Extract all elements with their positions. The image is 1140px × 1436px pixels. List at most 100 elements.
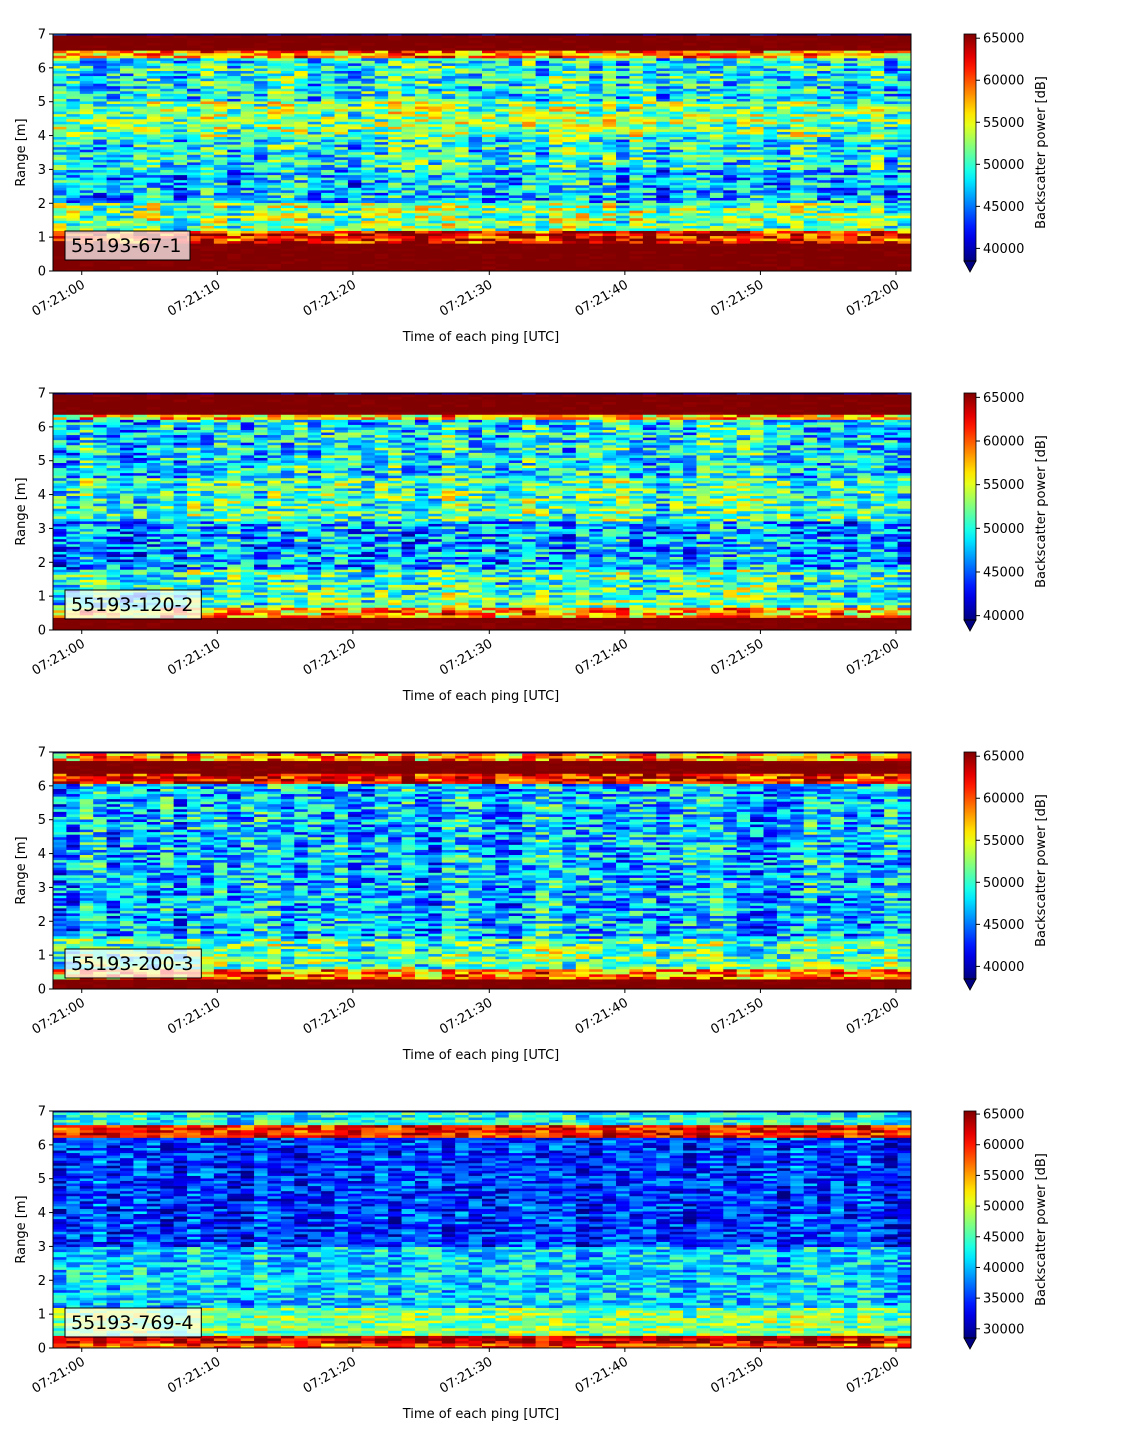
heatmap-cell [414,268,429,271]
heatmap-cell [495,197,510,201]
heatmap-cell [696,111,711,115]
heatmap-cell [589,212,604,216]
heatmap-cell [468,90,483,94]
heatmap-cell [146,80,161,84]
heatmap-cell [213,240,228,244]
heatmap-cell [93,93,108,97]
heatmap-cell [294,243,309,247]
heatmap-cell [642,260,657,264]
heatmap-cell [280,174,295,178]
heatmap-cell [656,255,671,259]
heatmap-cell [549,42,564,46]
heatmap-cell [535,149,550,153]
heatmap-cell [79,133,94,138]
heatmap-cell [508,116,523,120]
heatmap-cell [723,232,738,237]
heatmap-cell [106,113,121,117]
heatmap-cell [401,93,416,97]
heatmap-cell [66,108,81,112]
heatmap-cell [414,159,429,163]
heatmap-cell [66,187,81,191]
heatmap-cell [227,217,242,221]
heatmap-cell [683,45,698,49]
heatmap-cell [227,78,242,82]
heatmap-cell [106,52,121,56]
heatmap-cell [414,78,429,82]
heatmap-cell [173,151,188,155]
heatmap-cell [374,133,389,138]
heatmap-cell [616,105,631,110]
heatmap-cell [294,258,309,262]
heatmap-cell [629,121,644,125]
heatmap-cell [549,187,564,191]
heatmap-cell [93,105,108,110]
heatmap-cell [589,220,604,224]
heatmap-cell [401,243,416,247]
heatmap-cell [200,220,215,224]
heatmap-cell [79,192,94,196]
heatmap-cell [200,169,215,173]
heatmap-cell [414,199,429,204]
heatmap-cell [616,52,631,56]
heatmap-cell [468,161,483,165]
heatmap-cell [696,42,711,46]
heatmap-cell [495,161,510,165]
heatmap-cell [321,255,336,259]
heatmap-cell [146,227,161,231]
heatmap-cell [347,182,362,186]
heatmap-cell [642,268,657,271]
heatmap-cell [549,72,564,77]
heatmap-cell [200,126,215,130]
heatmap-cell [374,126,389,130]
heatmap-cell [294,108,309,112]
heatmap-cell [669,55,684,59]
heatmap-cell [160,123,175,127]
heatmap-cell [280,184,295,188]
heatmap-cell [160,263,175,267]
heatmap-cell [120,197,135,201]
heatmap-cell [240,217,255,221]
heatmap-cell [508,113,523,117]
heatmap-cell [347,103,362,107]
heatmap-cell [750,72,765,77]
heatmap-cell [482,230,497,234]
heatmap-cell [240,230,255,234]
heatmap-cell [334,235,349,239]
heatmap-cell [227,80,242,84]
heatmap-cell [133,118,148,122]
heatmap-cell [133,156,148,160]
heatmap-cell [334,85,349,89]
heatmap-cell [200,85,215,89]
heatmap-cell [575,149,590,153]
heatmap-cell [669,166,684,171]
heatmap-cell [495,57,510,61]
heatmap-cell [602,194,617,198]
heatmap-cell [321,88,336,92]
heatmap-cell [187,121,202,125]
heatmap-cell [254,118,269,122]
heatmap-cell [642,248,657,252]
heatmap-cell [723,111,738,115]
heatmap-cell [200,215,215,219]
heatmap-cell [522,174,537,178]
heatmap-cell [307,179,322,183]
heatmap-cell [200,166,215,171]
heatmap-cell [146,136,161,140]
heatmap-cell [93,217,108,221]
heatmap-cell [482,123,497,127]
heatmap-cell [213,245,228,249]
heatmap-cell [589,215,604,219]
heatmap-cell [549,260,564,264]
heatmap-cell [495,253,510,257]
heatmap-cell [696,207,711,211]
heatmap-cell [428,121,443,125]
heatmap-cell [522,149,537,153]
heatmap-cell [347,42,362,46]
heatmap-cell [589,98,604,102]
heatmap-cell [79,268,94,271]
heatmap-cell [495,255,510,259]
heatmap-cell [120,156,135,160]
heatmap-cell [522,52,537,56]
heatmap-cell [53,60,68,64]
heatmap-cell [723,199,738,204]
